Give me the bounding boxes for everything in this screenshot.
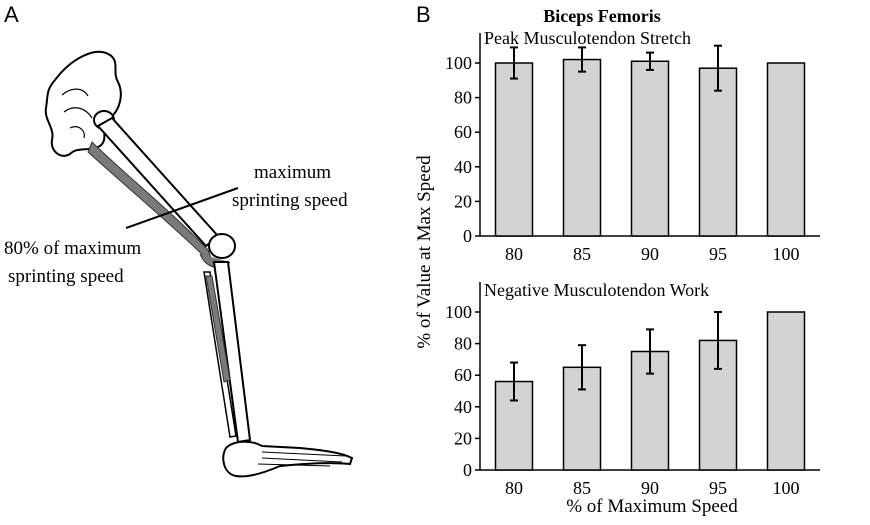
leg-illustration: A maximum sprinting speed 80% of maximum… xyxy=(4,2,354,478)
x-tick-label: 100 xyxy=(773,244,800,264)
bar-charts: B Biceps Femoris % of Value at Max Speed… xyxy=(414,2,820,517)
annotation-max-line2: sprinting speed xyxy=(232,190,348,211)
y-tick-label: 20 xyxy=(454,428,472,448)
annotation-80-line2: sprinting speed xyxy=(8,266,124,287)
x-tick-label: 80 xyxy=(505,244,523,264)
annotation-line xyxy=(125,187,239,229)
panel-label-b: B xyxy=(416,2,431,27)
y-tick-label: 80 xyxy=(454,334,472,354)
x-tick-label: 80 xyxy=(505,478,523,498)
annotation-80-line1: 80% of maximum xyxy=(4,238,141,259)
y-tick-label: 0 xyxy=(463,226,472,246)
bar xyxy=(698,67,738,237)
y-axis-label: % of Value at Max Speed xyxy=(414,155,435,349)
x-tick-label: 95 xyxy=(709,478,727,498)
bar xyxy=(562,58,602,237)
y-tick-label: 60 xyxy=(454,122,472,142)
bar xyxy=(494,62,534,237)
x-tick-label: 90 xyxy=(641,478,659,498)
panel-a: A maximum sprinting speed 80% of maximum… xyxy=(0,0,420,520)
bar xyxy=(766,311,806,471)
chart-negative-work: Negative Musculotendon Work 0 20 40 60 80 100 8… xyxy=(445,280,820,498)
x-axis-label: % of Maximum Speed xyxy=(566,496,738,517)
knee-icon xyxy=(208,233,236,259)
annotation-max-line1: maximum xyxy=(254,162,331,183)
x-tick-label: 85 xyxy=(573,244,591,264)
y-tick-label: 20 xyxy=(454,191,472,211)
y-tick-label: 40 xyxy=(454,157,472,177)
chart-subtitle: Peak Musculotendon Stretch xyxy=(484,28,691,48)
y-tick-label: 100 xyxy=(445,53,472,73)
y-tick-label: 100 xyxy=(445,302,472,322)
x-tick-label: 85 xyxy=(573,478,591,498)
femur-icon xyxy=(96,116,220,248)
bar xyxy=(766,62,806,237)
chart-subtitle: Negative Musculotendon Work xyxy=(484,280,709,300)
x-tick-label: 100 xyxy=(773,478,800,498)
chart-title: Biceps Femoris xyxy=(543,6,660,26)
y-tick-label: 60 xyxy=(454,365,472,385)
x-tick-label: 90 xyxy=(641,244,659,264)
y-tick-label: 80 xyxy=(454,88,472,108)
x-tick-label: 95 xyxy=(709,244,727,264)
chart-peak-stretch: Peak Musculotendon Stretch 0 20 40 60 80 100 80… xyxy=(445,28,820,264)
panel-label-a: A xyxy=(4,2,19,27)
panel-b: B Biceps Femoris % of Value at Max Speed… xyxy=(400,0,870,520)
y-tick-label: 40 xyxy=(454,397,472,417)
y-tick-label: 0 xyxy=(463,460,472,480)
bar xyxy=(630,60,670,237)
tibia-icon xyxy=(212,261,252,444)
